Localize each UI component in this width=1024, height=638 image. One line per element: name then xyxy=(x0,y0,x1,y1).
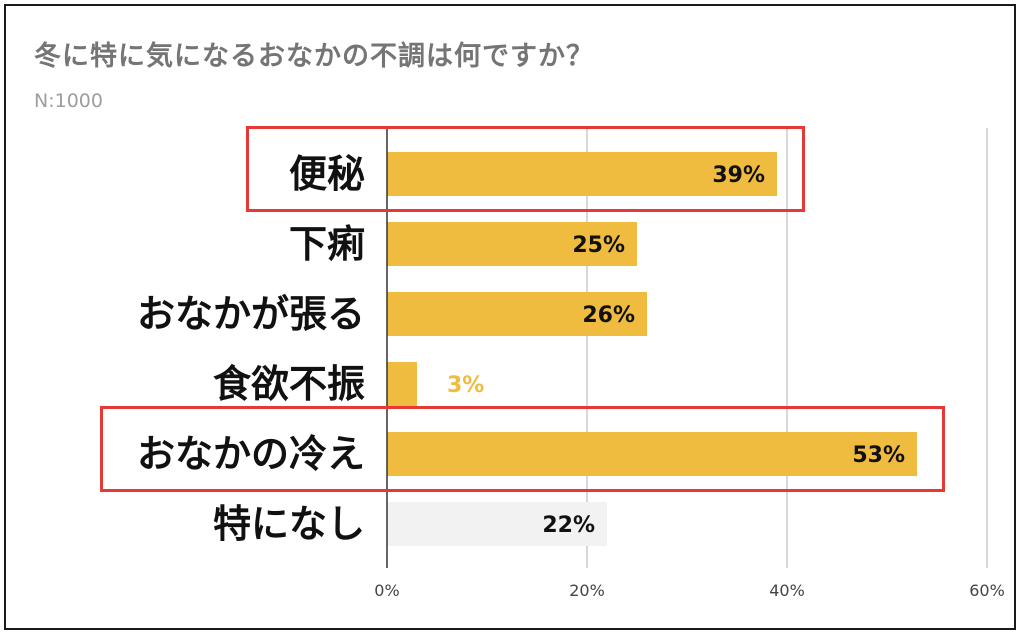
value-label: 22% xyxy=(542,513,595,538)
bar xyxy=(387,292,647,336)
bar xyxy=(387,222,637,266)
category-label: 特になし xyxy=(213,502,365,546)
highlight-box xyxy=(100,406,945,492)
category-label: おなかの冷え xyxy=(137,432,365,476)
value-label: 26% xyxy=(582,303,635,328)
x-tick-label: 20% xyxy=(569,581,605,600)
category-label: 下痢 xyxy=(289,222,365,266)
value-label: 3% xyxy=(447,373,484,398)
highlight-box xyxy=(246,126,805,212)
x-tick-label: 60% xyxy=(969,581,1005,600)
bar xyxy=(387,152,777,196)
category-label: 便秘 xyxy=(289,152,365,196)
value-label: 53% xyxy=(852,443,905,468)
x-tick-label: 0% xyxy=(374,581,399,600)
x-tick-label: 40% xyxy=(769,581,805,600)
category-label: 食欲不振 xyxy=(213,362,365,406)
bar xyxy=(387,362,417,406)
chart-subtitle: N:1000 xyxy=(34,90,103,112)
bar xyxy=(387,432,917,476)
bar xyxy=(387,502,607,546)
value-label: 25% xyxy=(572,233,625,258)
category-label: おなかが張る xyxy=(137,292,365,336)
value-label: 39% xyxy=(712,163,765,188)
chart-title: 冬に特に気になるおなかの不調は何ですか？ xyxy=(34,41,594,72)
